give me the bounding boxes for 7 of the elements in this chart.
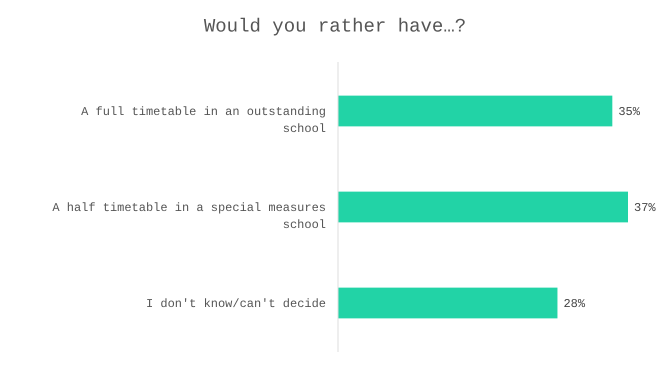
y-tick-label: A half timetable in a special measures school bbox=[52, 201, 326, 232]
y-tick-label: A full timetable in an outstanding school bbox=[81, 104, 326, 136]
y-tick-label: I don't know/can't decide bbox=[146, 297, 326, 312]
data-label: 35% bbox=[618, 104, 641, 119]
chart-title: Would you rather have…? bbox=[204, 16, 466, 38]
data-label: 37% bbox=[634, 201, 656, 215]
data-label: 28% bbox=[563, 297, 586, 312]
